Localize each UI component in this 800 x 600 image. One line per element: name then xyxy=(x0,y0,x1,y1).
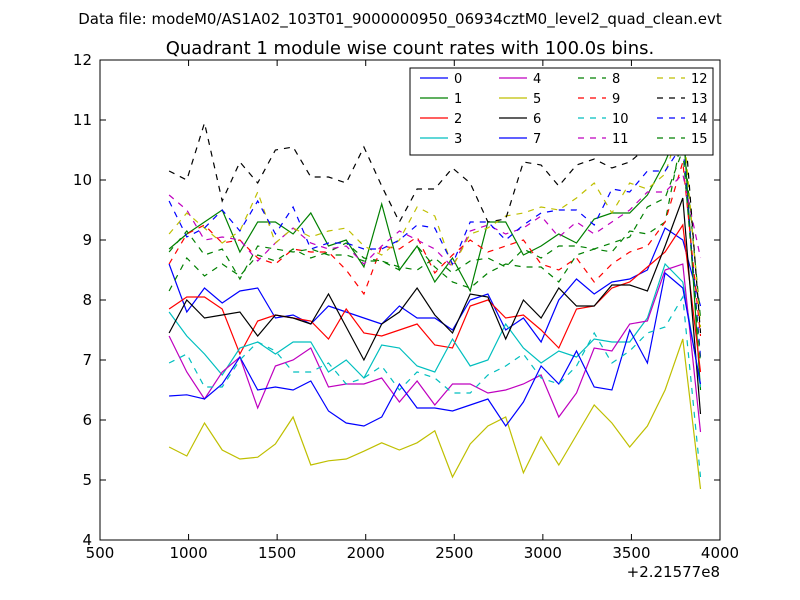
legend-label-4: 4 xyxy=(533,72,541,87)
x-tick-label: 3500 xyxy=(612,544,650,562)
legend-label-5: 5 xyxy=(533,92,541,107)
series-layer xyxy=(168,98,702,490)
figure-suptitle: Data file: modeM0/AS1A02_103T01_90000009… xyxy=(78,10,722,29)
series-line-5 xyxy=(168,338,702,490)
y-tick-label: 5 xyxy=(82,471,92,489)
y-tick-label: 12 xyxy=(73,51,92,69)
x-tick-label: 1000 xyxy=(169,544,207,562)
x-tick-label: 4000 xyxy=(701,544,739,562)
legend-label-0: 0 xyxy=(454,72,462,87)
y-tick-label: 9 xyxy=(82,231,92,249)
legend-label-2: 2 xyxy=(454,112,462,127)
legend-label-13: 13 xyxy=(691,92,708,107)
legend-label-6: 6 xyxy=(533,112,541,127)
y-tick-label: 11 xyxy=(73,111,92,129)
x-offset-label: +2.21577e8 xyxy=(627,563,720,581)
legend-label-10: 10 xyxy=(612,112,629,127)
legend-label-7: 7 xyxy=(533,132,541,147)
legend-box xyxy=(409,67,714,156)
y-tick-label: 4 xyxy=(82,531,92,549)
legend-label-8: 8 xyxy=(612,72,620,87)
legend-label-14: 14 xyxy=(691,112,708,127)
x-tick-label: 2500 xyxy=(435,544,473,562)
series-line-10 xyxy=(168,295,702,478)
series-line-9 xyxy=(168,161,702,337)
y-tick-label: 8 xyxy=(82,291,92,309)
x-tick-label: 1500 xyxy=(258,544,296,562)
series-line-13 xyxy=(168,98,702,334)
legend-label-3: 3 xyxy=(454,132,462,147)
series-line-11 xyxy=(168,172,702,269)
series-line-8 xyxy=(168,131,702,319)
legend-label-12: 12 xyxy=(691,72,708,87)
legend-label-9: 9 xyxy=(612,92,620,107)
legend-label-15: 15 xyxy=(691,132,708,147)
chart-title: Quadrant 1 module wise count rates with … xyxy=(166,38,655,59)
series-line-4 xyxy=(168,263,702,433)
legend-label-11: 11 xyxy=(612,132,629,147)
series-line-6 xyxy=(168,197,702,415)
x-tick-label: 3000 xyxy=(524,544,562,562)
y-tick-label: 7 xyxy=(82,351,92,369)
y-tick-label: 6 xyxy=(82,411,92,429)
ticks-layer: 500 1000 1500 2000 2500 3000 3500 4000456789101… xyxy=(73,51,739,562)
series-line-7 xyxy=(169,271,702,428)
series-line-12 xyxy=(168,116,702,328)
series-line-0 xyxy=(168,227,702,344)
series-line-15 xyxy=(168,149,702,364)
x-tick-label: 2000 xyxy=(347,544,385,562)
series-line-2 xyxy=(168,223,702,373)
legend-label-1: 1 xyxy=(454,92,462,107)
x-tick-label: 500 xyxy=(86,544,115,562)
y-tick-label: 10 xyxy=(73,171,92,189)
series-line-14 xyxy=(168,142,702,358)
